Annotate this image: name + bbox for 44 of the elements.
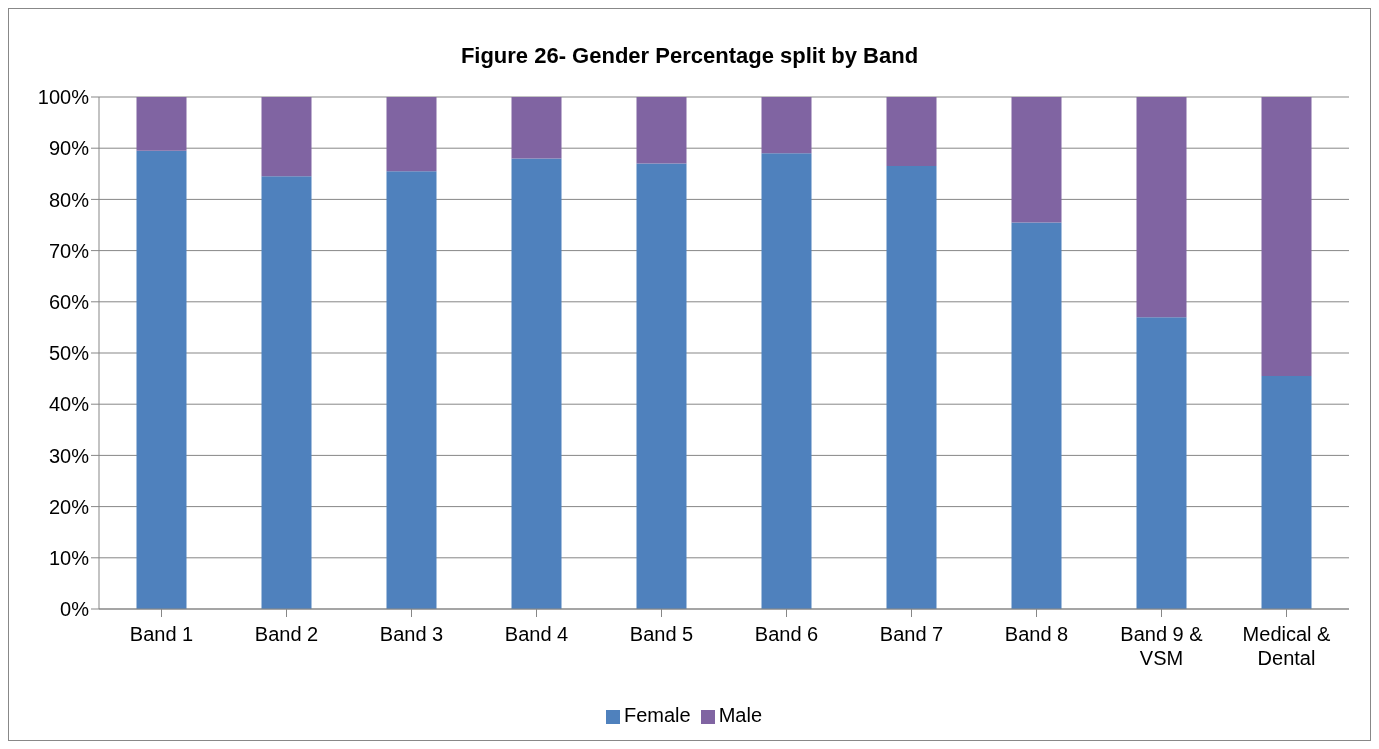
y-tick-label: 20% — [48, 495, 90, 518]
bar — [1261, 97, 1312, 377]
bar — [1136, 97, 1187, 318]
bar — [511, 97, 562, 159]
y-tick-label: 70% — [48, 239, 90, 262]
bar — [136, 97, 187, 151]
x-tick-label: Band 4 — [504, 623, 569, 645]
bar — [636, 97, 687, 164]
x-tick-label: Band 3 — [379, 623, 444, 645]
bar — [886, 97, 937, 167]
x-tick-label: Medical & Dental — [1242, 623, 1332, 669]
bar — [261, 97, 312, 177]
bar — [1011, 97, 1062, 223]
x-tick-label: Band 7 — [879, 623, 944, 645]
bar — [136, 150, 187, 609]
x-tick-label: Band 5 — [629, 623, 694, 645]
bar — [261, 176, 312, 609]
x-tick-label: Band 2 — [254, 623, 319, 645]
x-tick-label: Band 6 — [754, 623, 819, 645]
legend-label: Female — [623, 704, 691, 726]
bar — [636, 163, 687, 609]
bar — [761, 97, 812, 154]
legend-label: Male — [718, 704, 763, 726]
bar — [1136, 317, 1187, 609]
x-tick-label: Band 9 & VSM — [1120, 623, 1204, 669]
bar — [1011, 222, 1062, 609]
bar — [1261, 376, 1312, 609]
x-tick-label: Band 1 — [129, 623, 194, 645]
y-tick-label: 0% — [60, 598, 90, 621]
chart-title: Figure 26- Gender Percentage split by Band — [459, 43, 920, 69]
y-tick-label: 90% — [48, 137, 90, 160]
y-tick-label: 80% — [48, 188, 90, 211]
bar — [386, 171, 437, 609]
y-tick-label: 10% — [48, 546, 90, 569]
y-tick-label: 60% — [48, 290, 90, 313]
y-tick-label: 50% — [48, 342, 90, 365]
y-tick-label: 30% — [48, 444, 90, 467]
bar — [886, 166, 937, 609]
bar — [511, 158, 562, 609]
x-tick-label: Band 8 — [1004, 623, 1069, 645]
bar — [761, 153, 812, 609]
y-tick-label: 40% — [48, 393, 90, 416]
y-tick-label: 100% — [37, 86, 90, 109]
bar — [386, 97, 437, 172]
